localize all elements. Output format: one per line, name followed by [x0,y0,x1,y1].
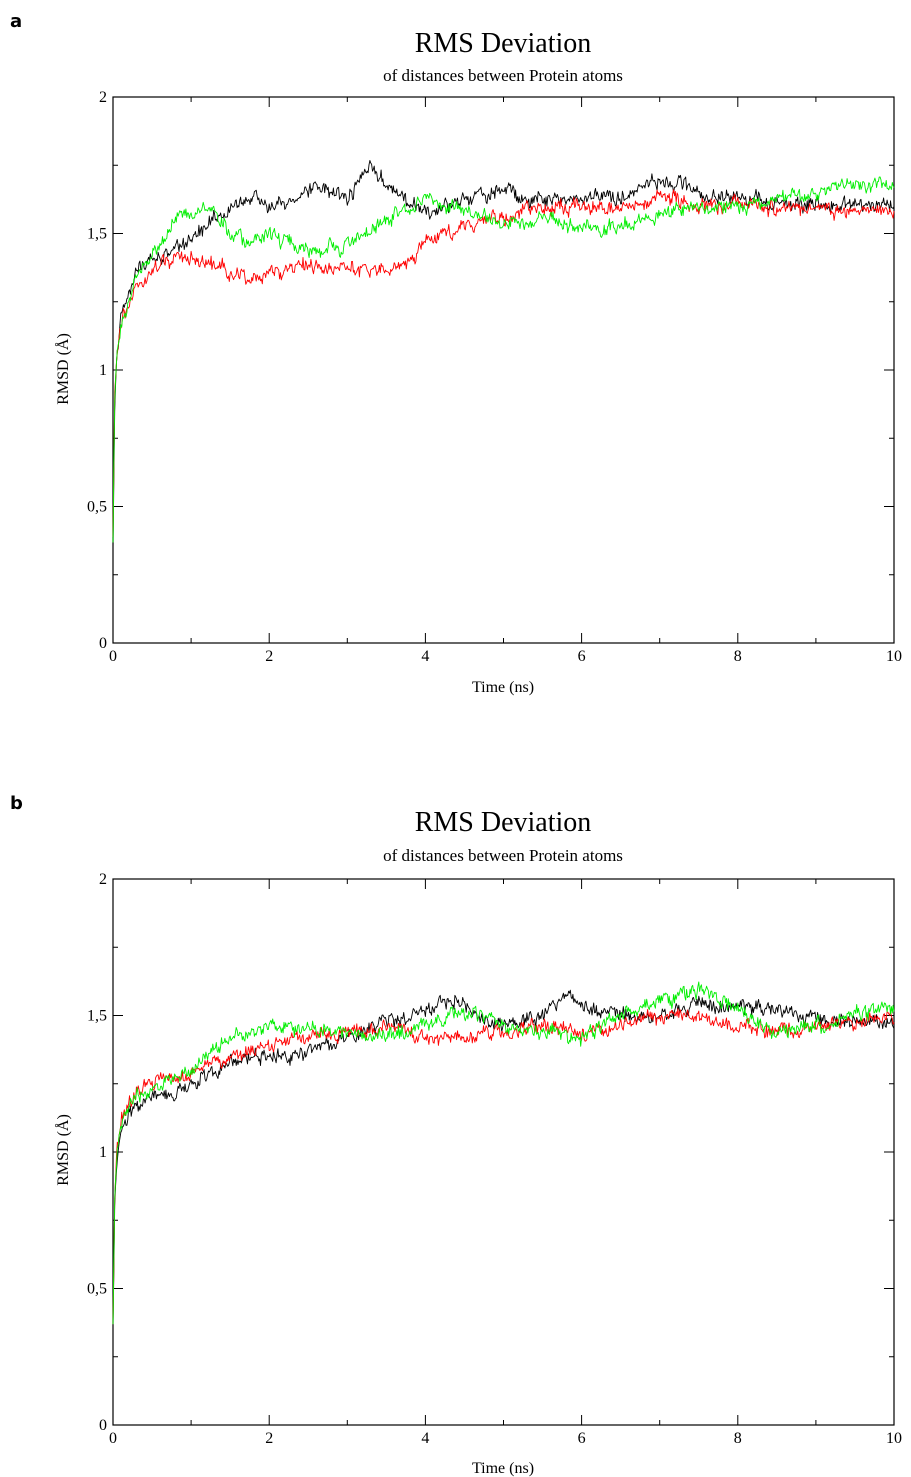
panel-letter-a: a [10,11,22,32]
x-tick-label-a: 10 [886,648,902,665]
x-axis-label-a: Time (ns) [472,679,534,696]
y-tick-label-a: 1 [99,362,107,379]
plot-area-b: 0 2 4 6 8 10 0 0,5 1 1,5 2 [87,871,902,1447]
y-tick-label-b: 0 [99,1417,107,1434]
plot-frame-b [112,878,895,1426]
series-line-b-2 [112,981,895,1325]
chart-subtitle-a: of distances between Protein atoms [383,66,623,85]
x-tick-label-a: 6 [578,648,586,665]
chart-subtitle-b: of distances between Protein atoms [383,846,623,865]
series-line-a-0 [112,160,895,551]
x-axis-label-b: Time (ns) [472,1460,534,1477]
series-line-b-0 [112,989,895,1327]
plot-area-a: 0 2 4 6 8 10 0 0,5 1 1,5 2 [87,89,902,665]
x-tick-label-b: 10 [886,1430,902,1447]
y-tick-label-a: 0 [99,635,107,652]
chart-title-a: RMS Deviation [415,28,592,59]
y-tick-label-a: 1,5 [87,226,107,243]
x-tick-label-a: 8 [734,648,742,665]
series-line-b-1 [112,1008,895,1325]
panel-b: b RMS Deviation of distances between Pro… [10,793,902,1477]
y-tick-label-b: 0,5 [87,1281,107,1298]
x-tick-label-b: 2 [265,1430,273,1447]
panel-a: a RMS Deviation of distances between Pro… [10,11,902,696]
x-tick-label-b: 8 [734,1430,742,1447]
panel-letter-b: b [10,793,23,814]
chart-title-b: RMS Deviation [415,807,592,838]
x-tick-label-a: 0 [109,648,117,665]
y-axis-label-b: RMSD (Å) [54,1114,72,1186]
x-tick-label-a: 4 [421,648,429,665]
x-tick-label-b: 6 [578,1430,586,1447]
x-tick-label-b: 4 [421,1430,429,1447]
series-line-a-2 [112,176,895,543]
y-tick-label-a: 2 [99,89,107,106]
y-tick-label-b: 1 [99,1144,107,1161]
x-tick-label-a: 2 [265,648,273,665]
plot-frame-a [112,96,895,644]
y-tick-label-b: 2 [99,871,107,888]
x-tick-label-b: 0 [109,1430,117,1447]
y-tick-label-b: 1,5 [87,1008,107,1025]
y-tick-label-a: 0,5 [87,499,107,516]
y-axis-label-a: RMSD (Å) [54,333,72,405]
series-line-a-1 [112,189,895,537]
